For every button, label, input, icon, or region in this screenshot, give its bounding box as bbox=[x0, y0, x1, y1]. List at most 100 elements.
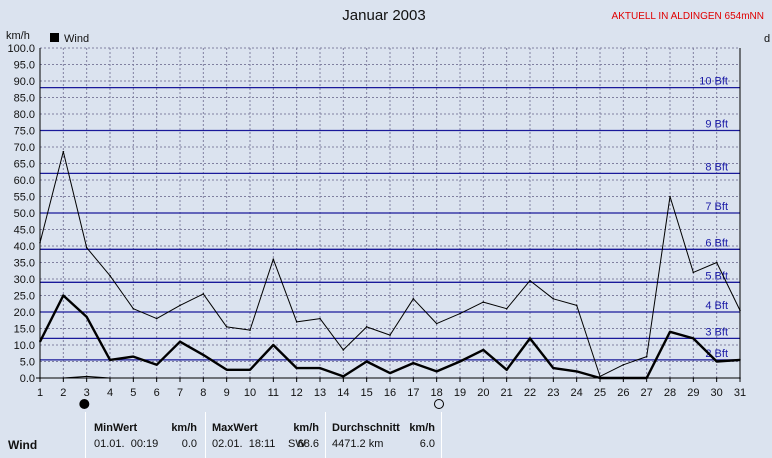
series-point-max bbox=[225, 326, 228, 328]
series-point-max bbox=[179, 304, 181, 307]
beaufort-label: 5 Bft bbox=[705, 270, 728, 282]
series-point-max bbox=[435, 322, 438, 325]
series-point-mean bbox=[249, 368, 251, 371]
y-tick-label: 80.0 bbox=[14, 109, 35, 121]
series-point-direction bbox=[365, 377, 368, 379]
beaufort-label: 6 Bft bbox=[705, 237, 728, 249]
moon-full-icon bbox=[434, 399, 444, 409]
x-tick-label: 8 bbox=[200, 387, 206, 399]
beaufort-label: 3 Bft bbox=[705, 326, 728, 338]
x-tick-label: 29 bbox=[687, 387, 699, 399]
y-tick-label: 25.0 bbox=[14, 291, 35, 303]
y-tick-label: 95.0 bbox=[14, 60, 35, 72]
stats-max-cell: MaxWert km/h 02.01. 18:11 SW 68.6 bbox=[206, 412, 326, 458]
x-tick-label: 16 bbox=[384, 387, 396, 399]
series-point-direction bbox=[62, 377, 65, 379]
y-tick-label: 40.0 bbox=[14, 241, 35, 253]
legend-label-wind: Wind bbox=[64, 33, 89, 45]
series-point-max bbox=[412, 298, 415, 300]
series-point-max bbox=[575, 304, 578, 307]
series-point-mean bbox=[85, 316, 88, 318]
x-tick-label: 17 bbox=[407, 387, 419, 399]
plot-area: 0.0 5.0 10.0 15.0 20.0 25.0 30.0 35.0 40.0 45.0 50… bbox=[7, 43, 746, 409]
x-tick-label: 10 bbox=[244, 387, 256, 399]
series-point-max bbox=[319, 317, 321, 320]
x-tick-label: 6 bbox=[154, 387, 160, 399]
x-tick-label: 3 bbox=[84, 387, 90, 399]
right-axis-unit: d bbox=[764, 33, 770, 45]
series-point-max bbox=[365, 326, 368, 328]
avg-header: Durchschnitt bbox=[332, 422, 400, 434]
beaufort-label: 8 Bft bbox=[705, 161, 728, 173]
series-point-max bbox=[62, 150, 65, 153]
series-point-mean bbox=[575, 370, 578, 373]
series-point-max bbox=[39, 241, 41, 244]
x-tick-label: 25 bbox=[594, 387, 606, 399]
series-point-max bbox=[249, 329, 251, 331]
x-tick-label: 20 bbox=[477, 387, 489, 399]
series-point-direction bbox=[622, 377, 625, 379]
series-point-max bbox=[599, 375, 601, 378]
series-point-mean bbox=[155, 364, 158, 366]
x-tick-label: 26 bbox=[617, 387, 629, 399]
y-tick-label: 85.0 bbox=[14, 93, 35, 105]
y-tick-label: 75.0 bbox=[14, 126, 35, 138]
series-point-max bbox=[552, 298, 555, 300]
y-tick-label: 70.0 bbox=[14, 142, 35, 154]
series-point-direction bbox=[39, 377, 41, 379]
series-point-mean bbox=[132, 355, 135, 358]
series-point-max bbox=[295, 321, 298, 323]
beaufort-label: 7 Bft bbox=[705, 201, 728, 213]
y-tick-label: 90.0 bbox=[14, 76, 35, 88]
wind-chart: Januar 2003 AKTUELL IN ALDINGEN 654mNN k… bbox=[6, 7, 770, 409]
series-point-mean bbox=[529, 337, 531, 340]
series-point-direction bbox=[85, 375, 88, 378]
x-tick-label: 19 bbox=[454, 387, 466, 399]
series-point-direction bbox=[155, 377, 158, 379]
series-point-direction bbox=[435, 377, 438, 379]
series-point-mean bbox=[62, 294, 65, 297]
series-point-max bbox=[85, 246, 88, 249]
series-point-mean bbox=[459, 360, 461, 363]
series-point-direction bbox=[295, 377, 298, 379]
x-tick-label: 14 bbox=[337, 387, 349, 399]
beaufort-label: 10 Bft bbox=[699, 76, 728, 88]
series-point-max bbox=[272, 258, 275, 261]
series-point-max bbox=[622, 364, 625, 366]
series-point-direction bbox=[202, 377, 205, 379]
x-tick-label: 11 bbox=[268, 387, 279, 399]
y-axis-unit: km/h bbox=[6, 30, 30, 42]
x-tick-label: 18 bbox=[431, 387, 443, 399]
series-point-mean bbox=[505, 368, 508, 371]
series-point-mean bbox=[342, 375, 345, 378]
stats-panel: Wind MinWert km/h 01.01. 00:19 0.0 MaxWe… bbox=[0, 412, 772, 458]
y-tick-label: 0.0 bbox=[20, 373, 35, 385]
stats-row-header: Wind bbox=[0, 412, 86, 458]
y-tick-label: 65.0 bbox=[14, 159, 35, 171]
series-point-direction bbox=[319, 377, 321, 379]
series-point-max bbox=[692, 271, 695, 274]
series-point-mean bbox=[552, 367, 555, 369]
x-tick-label: 5 bbox=[130, 387, 136, 399]
avg-value: 6.0 bbox=[419, 438, 435, 450]
beaufort-label: 9 Bft bbox=[705, 119, 728, 131]
series-point-direction bbox=[552, 377, 555, 379]
avg-unit: km/h bbox=[409, 422, 435, 434]
series-point-direction bbox=[132, 377, 135, 379]
x-tick-label: 24 bbox=[571, 387, 583, 399]
legend-swatch-wind bbox=[50, 33, 59, 42]
series-point-max bbox=[505, 307, 508, 310]
max-direction: SW bbox=[288, 438, 306, 450]
series-point-max bbox=[389, 334, 391, 336]
beaufort-label: 4 Bft bbox=[705, 300, 728, 312]
x-tick-label: 7 bbox=[177, 387, 183, 399]
series-point-mean bbox=[739, 359, 741, 361]
series-point-mean bbox=[295, 367, 298, 369]
series-point-max bbox=[342, 349, 345, 351]
series-point-direction bbox=[179, 377, 181, 379]
series-point-max bbox=[529, 279, 531, 282]
x-tick-label: 28 bbox=[664, 387, 676, 399]
x-tick-label: 9 bbox=[224, 387, 230, 399]
x-tick-label: 30 bbox=[711, 387, 723, 399]
stats-avg-cell: Durchschnitt km/h 4471.2 km 6.0 bbox=[326, 412, 442, 458]
